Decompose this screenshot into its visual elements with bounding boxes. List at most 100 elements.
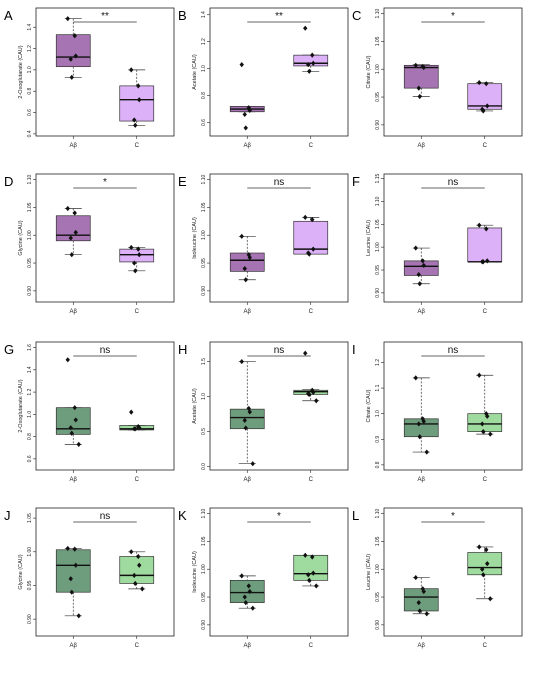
data-point — [311, 60, 316, 66]
y-tick-label: 0.9 — [375, 436, 381, 443]
data-point — [239, 61, 244, 68]
y-tick-label: 0.6 — [27, 109, 33, 116]
data-point — [72, 33, 77, 39]
data-point — [243, 425, 248, 431]
panel-letter: K — [178, 508, 187, 523]
data-point — [65, 545, 70, 552]
significance-label: ns — [274, 177, 285, 188]
data-point — [314, 583, 319, 589]
y-tick-label: 0.8 — [201, 92, 207, 99]
data-point — [311, 389, 316, 395]
box — [229, 579, 265, 603]
panel-letter: J — [4, 508, 11, 523]
panel-j: J 0.90 0.95 1.00 1.05 Glycine (CAU) Aβ Cns — [4, 507, 175, 649]
x-tick-label: Aβ — [418, 309, 426, 315]
y-axis-label: Citrate (CAU) — [366, 389, 372, 422]
y-tick-label: 1.00 — [27, 547, 33, 557]
y-tick-label: 0.8 — [27, 88, 33, 95]
y-axis-label: 2-Oxoglutarate (CAU) — [18, 379, 24, 432]
plot-frame — [209, 173, 349, 303]
significance-label: ns — [274, 345, 285, 356]
x-tick-label: C — [483, 143, 488, 149]
box — [467, 552, 503, 576]
data-point — [413, 62, 418, 68]
y-tick-label: 1.05 — [375, 36, 381, 46]
y-tick-label: 1.0 — [375, 410, 381, 417]
box — [55, 407, 91, 435]
box — [229, 408, 265, 430]
y-tick-label: 1.2 — [27, 45, 33, 52]
significance-label: * — [451, 511, 455, 522]
box — [55, 34, 91, 68]
data-point — [477, 372, 482, 378]
significance-label: ns — [100, 345, 111, 356]
y-tick-label: 0.95 — [27, 258, 33, 268]
data-point — [421, 418, 426, 424]
y-tick-label: 1.2 — [201, 38, 207, 45]
data-point — [72, 210, 77, 216]
y-tick-label: 1.00 — [201, 564, 207, 574]
y-tick-label: 0.0 — [201, 463, 207, 470]
data-point — [129, 67, 134, 73]
data-point — [306, 572, 311, 578]
data-point — [417, 93, 422, 100]
significance-label: ns — [448, 177, 459, 188]
x-tick-label: Aβ — [244, 643, 252, 649]
y-tick-label: 0.5 — [201, 428, 207, 435]
significance-label: ** — [275, 11, 283, 22]
data-point — [133, 580, 138, 587]
data-point — [133, 426, 138, 432]
y-tick-label: 1.0 — [201, 393, 207, 400]
data-point — [133, 268, 138, 274]
data-point — [136, 83, 141, 89]
data-point — [488, 596, 493, 602]
data-point — [76, 613, 81, 619]
panel-l: L 0.90 0.95 1.00 1.05 1.10 Leucine (CAU) Aβ C * — [352, 507, 523, 649]
data-point — [76, 441, 81, 447]
data-point — [137, 425, 142, 431]
data-point — [485, 561, 490, 567]
x-tick-label: Aβ — [244, 309, 252, 315]
data-point — [239, 573, 244, 579]
y-tick-label: 0.95 — [201, 592, 207, 602]
y-axis-label: Isoleucine (CAU) — [192, 217, 198, 259]
y-tick-label: 1.4 — [201, 11, 207, 18]
box — [293, 554, 329, 581]
y-tick-label: 1.00 — [27, 230, 33, 240]
y-axis-label: Isoleucine (CAU) — [192, 551, 198, 593]
box — [293, 54, 329, 67]
data-point — [129, 409, 134, 415]
y-axis-label: Acetate (CAU) — [192, 54, 198, 90]
data-point — [247, 107, 252, 113]
box — [403, 588, 439, 612]
box — [119, 425, 155, 431]
panel-g: G 0.6 0.8 1.0 1.2 1.4 1.6 2-Oxoglutarate (CAU) A… — [4, 341, 175, 483]
y-tick-label: 0.95 — [375, 265, 381, 275]
data-point — [250, 461, 255, 467]
y-tick-label: 0.90 — [375, 620, 381, 630]
y-tick-label: 1.1 — [375, 384, 381, 391]
y-tick-label: 1.6 — [27, 344, 33, 351]
data-point — [310, 217, 315, 223]
x-tick-label: C — [309, 309, 314, 315]
x-tick-label: C — [483, 643, 488, 649]
box — [229, 252, 265, 272]
y-tick-label: 0.95 — [375, 92, 381, 102]
x-tick-label: C — [483, 309, 488, 315]
y-tick-label: 1.10 — [27, 174, 33, 184]
y-tick-label: 1.05 — [201, 536, 207, 546]
data-point — [68, 235, 73, 241]
x-tick-label: Aβ — [418, 143, 426, 149]
y-tick-label: 1.2 — [375, 359, 381, 366]
data-point — [129, 549, 134, 555]
plot-frame — [383, 507, 523, 637]
panel-c: C 0.90 0.95 1.00 1.05 1.10 Citrate (CAU) Aβ C * — [352, 7, 523, 149]
y-axis-label: 2-Oxoglutarate (CAU) — [18, 45, 24, 98]
y-tick-label: 1.15 — [375, 173, 381, 183]
data-point — [250, 605, 255, 611]
y-tick-label: 1.00 — [375, 564, 381, 574]
data-point — [243, 125, 248, 131]
y-tick-label: 1.10 — [201, 508, 207, 518]
y-axis-label: Citrate (CAU) — [366, 55, 372, 88]
panel-letter: G — [4, 342, 14, 357]
